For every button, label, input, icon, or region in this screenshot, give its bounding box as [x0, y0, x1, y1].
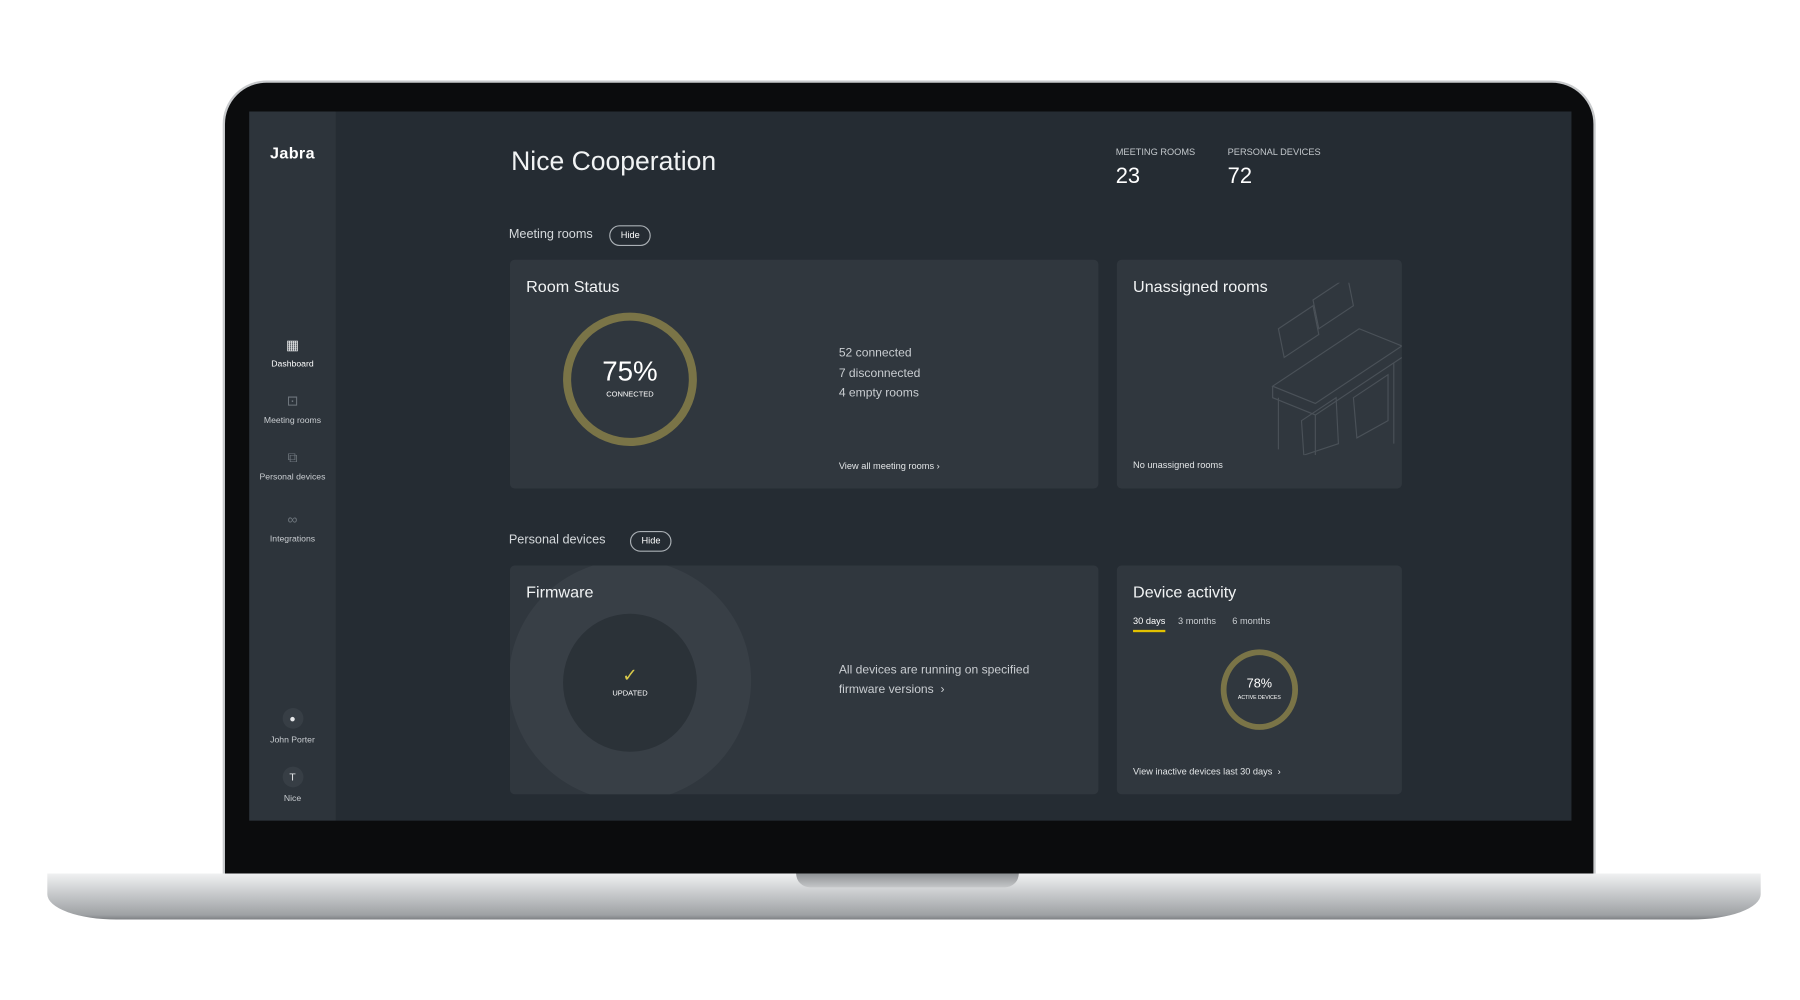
- link-text: View all meeting rooms: [838, 460, 935, 472]
- sidebar-item-integrations[interactable]: ∞ Integrations: [249, 511, 336, 543]
- sidebar-item-label: Meeting rooms: [263, 414, 322, 426]
- app-screen: Jabra ▦ Dashboard ⊡ Meeting rooms ⧉ Pers…: [249, 111, 1572, 821]
- room-status-card: Room Status 75% CONNECTED 52 connected 7…: [509, 259, 1099, 489]
- disconnected-count: 7 disconnected: [838, 366, 921, 381]
- section-label-meeting-rooms: Meeting rooms: [508, 227, 593, 242]
- active-devices-ring: [1220, 649, 1299, 730]
- sidebar-item-label: Personal devices: [259, 471, 326, 482]
- tab-6-months[interactable]: 6 months: [1232, 616, 1271, 627]
- active-percent: 78%: [1246, 676, 1273, 691]
- card-title: Room Status: [526, 277, 620, 296]
- link-text: View inactive devices last 30 days: [1133, 766, 1273, 777]
- connected-count: 52 connected: [838, 345, 912, 360]
- sidebar-item-label: Integrations: [269, 533, 316, 544]
- organization-switcher[interactable]: T Nice: [249, 766, 336, 804]
- tab-30-days[interactable]: 30 days: [1133, 616, 1166, 633]
- chevron-right-icon: ›: [936, 460, 940, 472]
- meeting-room-illustration: [1271, 282, 1402, 456]
- chevron-right-icon: ›: [1277, 766, 1281, 777]
- stat-label: MEETING ROOMS: [1115, 147, 1196, 158]
- connected-ring: [563, 312, 697, 446]
- firmware-status-circle: [563, 613, 697, 752]
- unassigned-rooms-card: Unassigned rooms No unassigned rooms: [1116, 259, 1402, 489]
- dashboard-icon: ▦: [285, 336, 300, 353]
- card-title: Firmware: [526, 582, 594, 602]
- sidebar-item-label: Dashboard: [271, 358, 314, 369]
- device-activity-card: Device activity 30 days 3 months 6 month…: [1116, 565, 1402, 795]
- org-avatar: T: [282, 766, 303, 788]
- laptop-notch: [796, 873, 1019, 888]
- connected-percent: 75%: [602, 356, 658, 388]
- view-inactive-devices-link[interactable]: View inactive devices last 30 days ›: [1133, 767, 1281, 777]
- page-title: Nice Cooperation: [511, 145, 717, 176]
- firmware-card: Firmware ✓ UPDATED All devices are runni…: [509, 565, 1099, 795]
- chevron-right-icon: ›: [940, 682, 945, 697]
- check-icon: ✓: [622, 666, 638, 687]
- stat-value: 72: [1227, 164, 1253, 189]
- meeting-room-icon: ⊡: [286, 393, 299, 410]
- sidebar: Jabra ▦ Dashboard ⊡ Meeting rooms ⧉ Pers…: [249, 111, 336, 821]
- firmware-message: All devices are running on specified: [838, 663, 1030, 677]
- link-text: firmware versions: [838, 682, 934, 697]
- ring-label: ACTIVE DEVICES: [1237, 694, 1281, 700]
- sidebar-item-meeting-rooms[interactable]: ⊡ Meeting rooms: [249, 393, 336, 425]
- empty-rooms-count: 4 empty rooms: [838, 386, 919, 400]
- jabra-logo: Jabra: [270, 143, 315, 163]
- tab-3-months[interactable]: 3 months: [1178, 616, 1216, 627]
- devices-icon: ⧉: [287, 449, 298, 466]
- hide-personal-devices-button[interactable]: Hide: [629, 531, 673, 552]
- view-all-meeting-rooms-link[interactable]: View all meeting rooms ›: [839, 461, 940, 471]
- stat-meeting-rooms: MEETING ROOMS 23: [1116, 147, 1195, 190]
- stat-personal-devices: PERSONAL DEVICES 72: [1228, 147, 1321, 190]
- card-title: Unassigned rooms: [1133, 277, 1268, 296]
- firmware-status: UPDATED: [612, 689, 648, 698]
- sidebar-item-dashboard[interactable]: ▦ Dashboard: [249, 337, 336, 369]
- stat-value: 23: [1115, 164, 1141, 189]
- hide-meeting-rooms-button[interactable]: Hide: [609, 225, 652, 246]
- sidebar-item-personal-devices[interactable]: ⧉ Personal devices: [249, 449, 336, 481]
- firmware-versions-link[interactable]: firmware versions ›: [839, 683, 945, 697]
- card-title: Device activity: [1133, 582, 1237, 602]
- org-name: Nice: [283, 793, 302, 804]
- user-profile[interactable]: ● John Porter: [249, 708, 336, 745]
- user-icon: ●: [282, 708, 303, 729]
- integrations-icon: ∞: [287, 511, 298, 528]
- ring-label: CONNECTED: [606, 390, 654, 399]
- section-label-personal-devices: Personal devices: [508, 533, 606, 548]
- user-name: John Porter: [270, 734, 315, 745]
- no-unassigned-rooms-text: No unassigned rooms: [1133, 459, 1223, 471]
- stat-label: PERSONAL DEVICES: [1227, 147, 1321, 158]
